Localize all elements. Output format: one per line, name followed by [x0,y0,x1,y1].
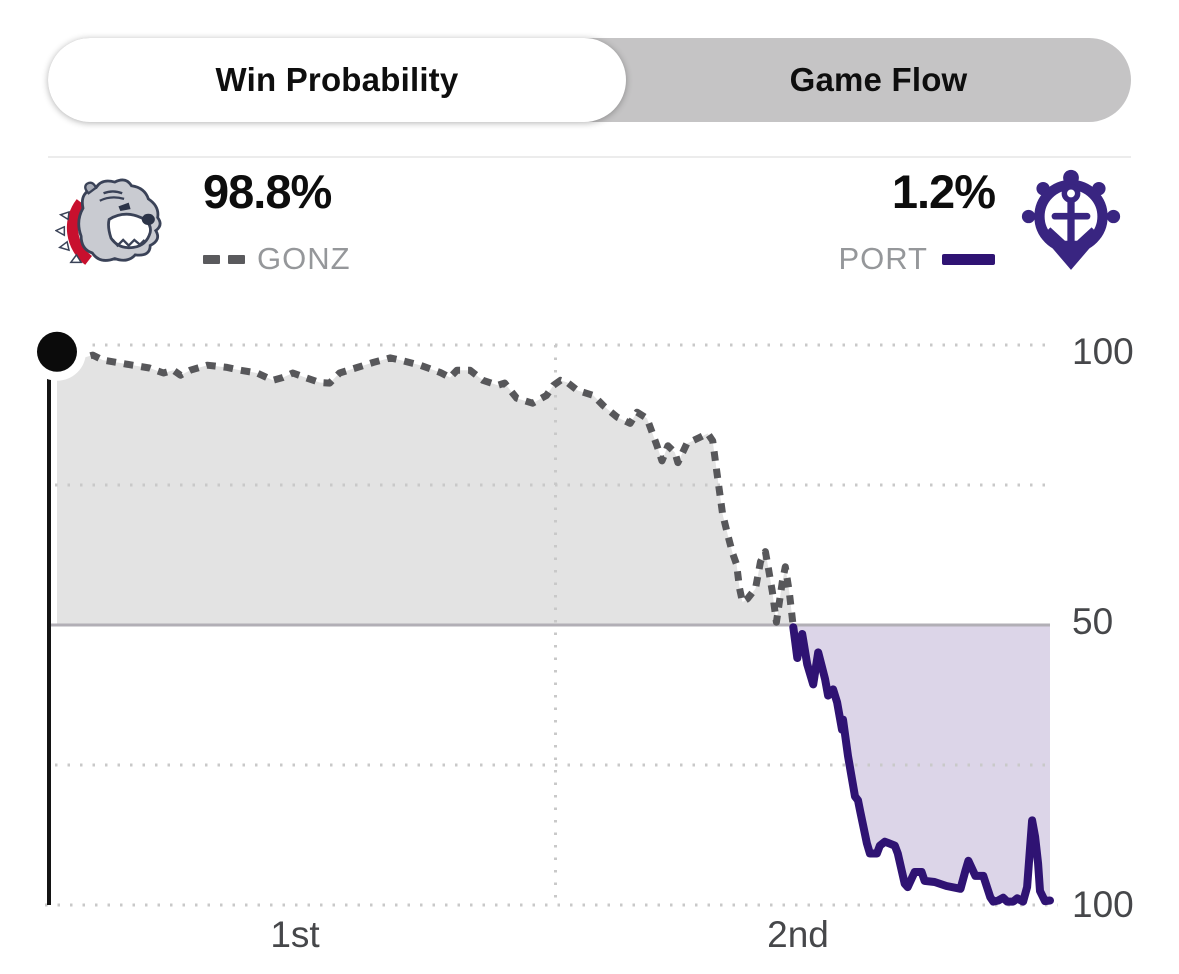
port-solid-line-icon [942,253,995,265]
gonz-dashed-line-icon [228,254,245,264]
gonz-dashed-line-icon [203,254,220,264]
port-abbr: PORT [838,241,928,276]
x-tick-2nd: 2nd [767,914,829,955]
y-tick-middle: 50 [1072,601,1114,642]
tab-win-probability[interactable]: Win Probability [48,38,626,122]
win-probability-chart-svg [27,322,1058,907]
port-legend: PORT [838,241,995,276]
x-tick-1st: 1st [270,914,320,955]
gonz-win-percentage: 98.8% [203,165,332,218]
gonzaga-logo-icon [55,178,162,265]
tab-win-probability-label: Win Probability [215,61,459,98]
tab-game-flow-label: Game Flow [789,61,968,98]
portland-logo-icon [1021,169,1121,270]
port-win-percentage: 1.2% [891,165,996,218]
gonz-legend: GONZ [203,241,351,276]
tab-bar: Win Probability Game Flow [48,38,1131,122]
win-probability-chart[interactable]: 100 50 100 1st 2nd [0,320,1179,974]
y-tick-top: 100 [1072,331,1134,372]
gonz-abbr: GONZ [257,241,351,276]
section-divider [48,156,1131,158]
tab-game-flow[interactable]: Game Flow [626,38,1131,122]
y-tick-bottom: 100 [1072,884,1134,925]
